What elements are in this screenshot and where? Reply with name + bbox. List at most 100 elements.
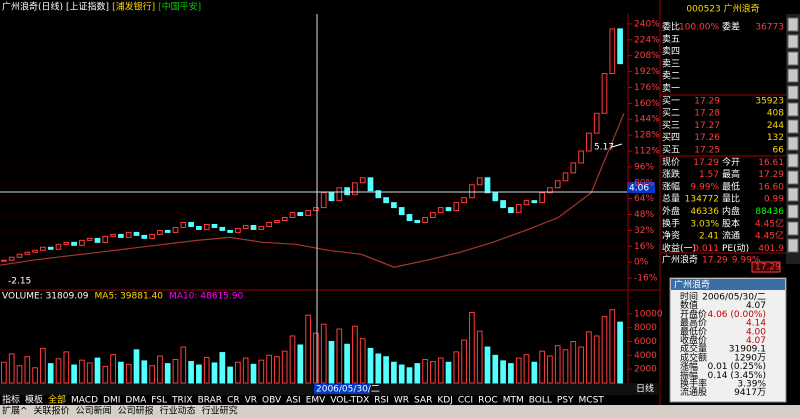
tool-button[interactable]	[787, 221, 799, 236]
indicator-tab[interactable]: 全部	[48, 394, 66, 406]
tool-button[interactable]	[787, 68, 799, 83]
indicator-tab[interactable]: BRAR	[198, 396, 222, 406]
indicator-tab[interactable]: PSY	[557, 396, 574, 406]
quote-value: 16.61	[758, 158, 784, 168]
stock-title: 广州浪奇(日线)	[2, 1, 63, 13]
candle	[40, 246, 46, 251]
popup-label: 流通股	[680, 386, 707, 398]
candle	[398, 207, 405, 216]
volume-bar	[352, 325, 358, 384]
indicator-tab[interactable]: KDJ	[437, 396, 453, 406]
tool-button[interactable]	[787, 136, 799, 151]
indicator-tab[interactable]: WR	[394, 396, 409, 406]
indicator-tab[interactable]: 模板	[25, 394, 43, 406]
quote-label: 卖一	[662, 83, 680, 94]
popup-label: 换手率	[680, 378, 707, 390]
link-tab[interactable]: 行业动态	[160, 405, 196, 417]
indicator-tab[interactable]: DMA	[125, 396, 147, 406]
indicator-tab[interactable]: SAR	[414, 396, 432, 406]
tool-button[interactable]	[787, 34, 799, 49]
compare-tag[interactable]: [浦发银行]	[112, 1, 155, 13]
y-tick-label: 32%	[634, 226, 654, 236]
compare-tag[interactable]: [上证指数]	[66, 1, 109, 13]
volume-bar	[445, 361, 452, 384]
indicator-tab[interactable]: RSI	[374, 396, 389, 406]
candle	[391, 202, 397, 209]
candle	[367, 177, 374, 192]
indicator-tab[interactable]: MACD	[71, 396, 98, 406]
volume-bar	[8, 353, 15, 384]
quote-label: 股本	[722, 217, 740, 229]
tool-button[interactable]	[787, 119, 799, 134]
candle	[461, 197, 467, 204]
tool-button[interactable]	[787, 238, 799, 253]
indicator-tab[interactable]: ASI	[286, 396, 301, 406]
candle	[406, 214, 413, 222]
tool-button[interactable]	[787, 187, 799, 202]
tool-button[interactable]	[787, 102, 799, 117]
tool-button[interactable]	[787, 204, 799, 219]
candle	[359, 177, 366, 184]
indicator-tab[interactable]: BOLL	[529, 396, 552, 406]
volume-bar	[562, 349, 569, 384]
volume-bar	[601, 316, 608, 384]
tool-button[interactable]	[787, 153, 799, 168]
y-tick-label: 96%	[634, 162, 654, 172]
annotation: -2.15	[8, 277, 31, 287]
volume-bar	[437, 357, 444, 384]
indicator-tab[interactable]: CR	[227, 396, 240, 406]
indicator-tab[interactable]: EMV	[306, 396, 326, 406]
volume-bar	[118, 361, 124, 384]
compare-tag[interactable]: [中国平安]	[158, 1, 201, 13]
quote-value: 100.00%	[679, 23, 719, 33]
cursor-date: 2006/05/30/二	[316, 385, 380, 395]
indicator-tab[interactable]: TRIX	[171, 396, 193, 406]
volume-bar	[63, 351, 70, 384]
candle	[578, 150, 584, 164]
indicator-tab[interactable]: MTM	[503, 396, 524, 406]
link-tab[interactable]: 公司新闻	[76, 405, 112, 417]
quote-label: 买五	[662, 145, 680, 156]
quote-price: 17.25	[694, 146, 720, 156]
tool-button[interactable]	[787, 170, 799, 185]
candle	[414, 220, 421, 223]
link-tab[interactable]: 关联报价	[34, 405, 70, 417]
candle	[110, 233, 116, 237]
indicator-tab[interactable]: VOL-TDX	[330, 396, 369, 406]
candle	[180, 221, 187, 228]
popup-value: 4.06 (0.00%)	[707, 310, 766, 320]
link-tab[interactable]: 扩展^	[2, 405, 28, 417]
indicator-tab[interactable]: 指标	[2, 394, 20, 406]
quote-value: 36773	[755, 23, 784, 33]
tool-button[interactable]	[787, 17, 799, 32]
volume-bar	[414, 363, 421, 384]
tool-button[interactable]	[787, 85, 799, 100]
popup-value: 4.07	[746, 336, 766, 346]
candle	[445, 207, 452, 212]
indicator-tab[interactable]: CCI	[458, 396, 473, 406]
candle	[172, 226, 179, 233]
link-tab[interactable]: 行业研究	[202, 405, 238, 417]
compare-line	[0, 113, 625, 268]
indicator-tab[interactable]: MCST	[579, 396, 605, 406]
quote-label: 收益(一)	[662, 242, 696, 254]
quote-value: 0.99	[764, 195, 784, 205]
quote-label: 换手	[662, 217, 680, 229]
indicator-tab[interactable]: DMI	[103, 396, 120, 406]
quote-value: 88436	[755, 207, 784, 217]
indicator-tab[interactable]: ROC	[478, 396, 498, 406]
popup	[669, 277, 787, 403]
volume-bar	[141, 360, 148, 384]
popup-label: 成交额	[680, 351, 707, 363]
indicator-tab[interactable]: VR	[245, 396, 257, 406]
volume-bar	[578, 346, 584, 384]
indicator-tab[interactable]: FSL	[151, 396, 167, 406]
tool-button[interactable]	[787, 51, 799, 66]
y-tick-label: 224%	[634, 35, 660, 45]
link-tab[interactable]: 公司研报	[118, 405, 154, 417]
candle	[422, 217, 428, 223]
candle	[297, 212, 304, 217]
popup-label: 收盘价	[680, 334, 707, 346]
volume-bar	[24, 356, 31, 384]
indicator-tab[interactable]: OBV	[262, 396, 282, 406]
